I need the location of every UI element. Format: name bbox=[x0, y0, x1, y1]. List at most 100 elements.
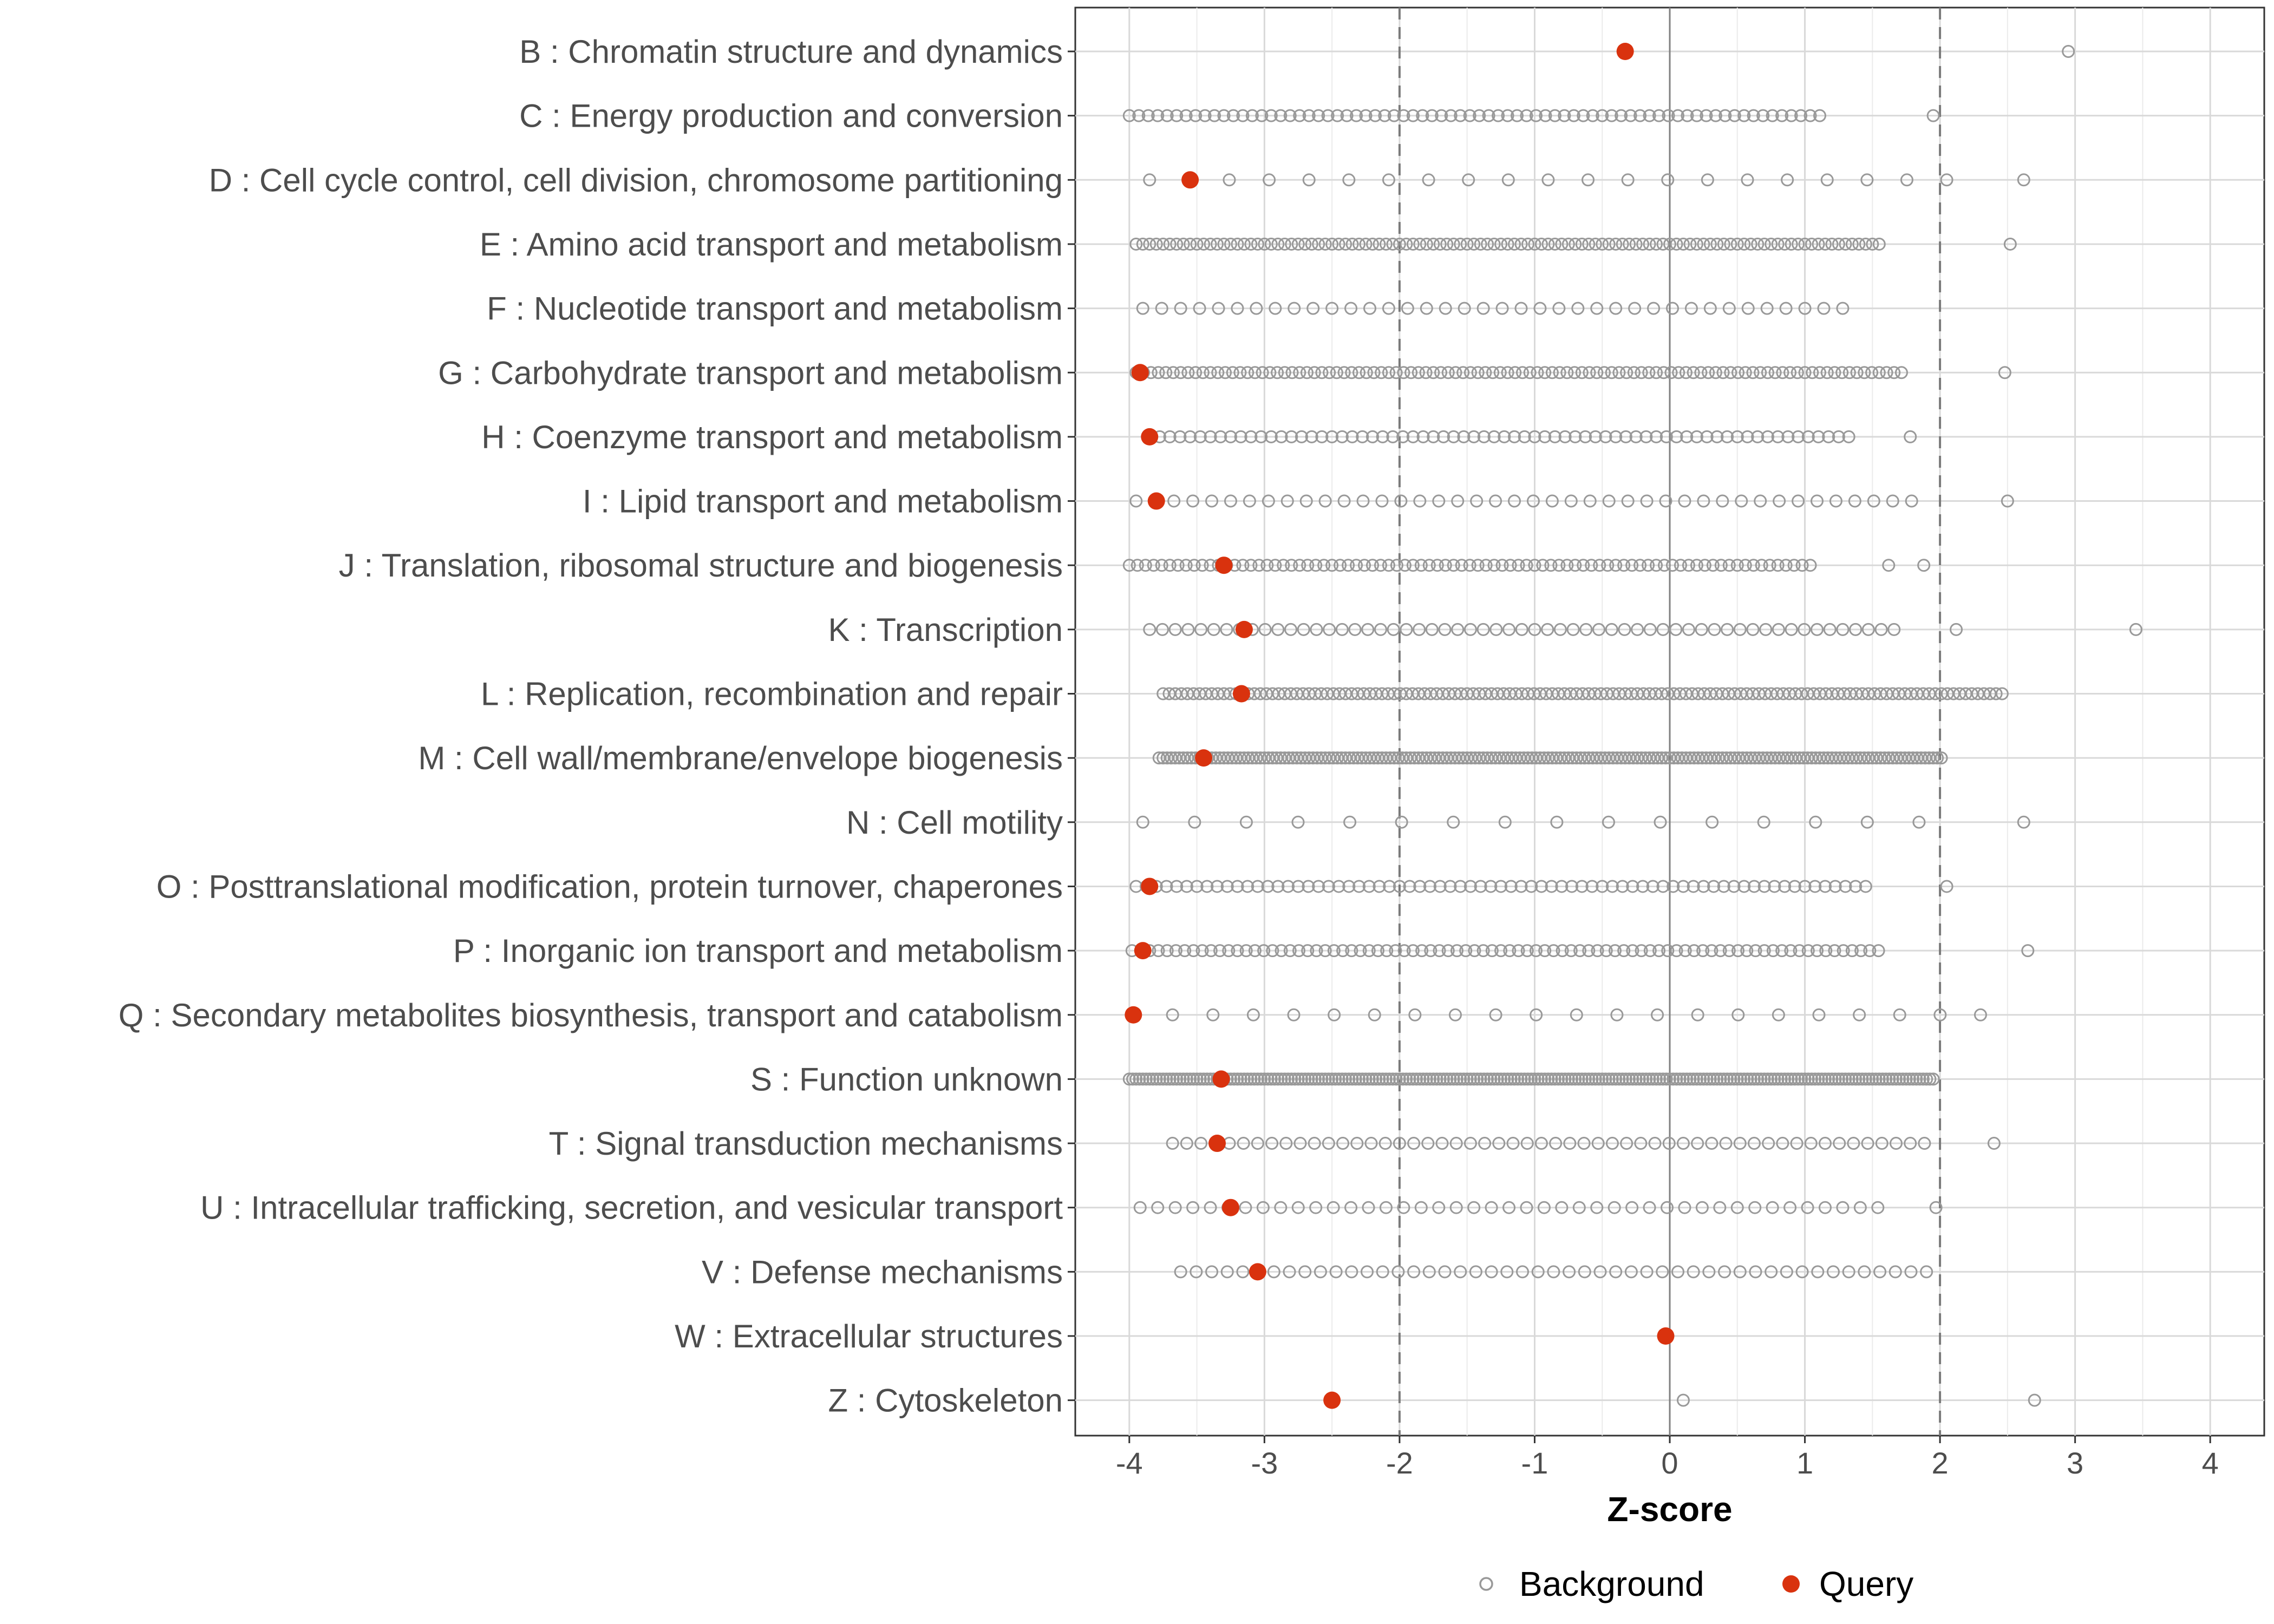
background-point bbox=[1702, 1265, 1716, 1279]
background-point bbox=[1284, 623, 1298, 636]
background-point bbox=[1650, 366, 1663, 379]
background-point bbox=[1352, 880, 1366, 893]
background-point bbox=[1406, 430, 1420, 443]
background-point bbox=[1545, 1072, 1558, 1086]
background-point bbox=[1169, 944, 1182, 958]
background-point bbox=[1323, 366, 1336, 379]
background-point bbox=[1439, 559, 1452, 572]
category-label: W : Extracellular structures bbox=[675, 1318, 1063, 1354]
background-point bbox=[1894, 366, 1908, 379]
background-point bbox=[1310, 944, 1323, 958]
background-point bbox=[1211, 366, 1225, 379]
background-point bbox=[1640, 1265, 1654, 1279]
background-point bbox=[1309, 559, 1323, 572]
background-point bbox=[1811, 494, 1824, 508]
background-point bbox=[1889, 1265, 1902, 1279]
background-point bbox=[1140, 1072, 1153, 1086]
background-point bbox=[1652, 944, 1666, 958]
background-point bbox=[1795, 1265, 1809, 1279]
background-point bbox=[1832, 1072, 1845, 1086]
background-point bbox=[1518, 1072, 1531, 1086]
background-point bbox=[1809, 815, 1822, 829]
background-point bbox=[1859, 1072, 1872, 1086]
background-point bbox=[1737, 1072, 1751, 1086]
background-point bbox=[1387, 109, 1401, 122]
background-point bbox=[1450, 1072, 1463, 1086]
background-point bbox=[1151, 109, 1165, 122]
background-point bbox=[1596, 1072, 1609, 1086]
background-point bbox=[1761, 430, 1774, 443]
background-point bbox=[1295, 1072, 1308, 1086]
query-point bbox=[1131, 364, 1149, 382]
background-point bbox=[1705, 1137, 1718, 1150]
background-point bbox=[1836, 1201, 1850, 1214]
background-point bbox=[1298, 1072, 1312, 1086]
background-point bbox=[1474, 237, 1487, 251]
background-point bbox=[1718, 1265, 1731, 1279]
x-tick-label: 2 bbox=[1932, 1446, 1949, 1480]
background-point bbox=[1501, 173, 1515, 187]
background-point bbox=[1415, 944, 1429, 958]
background-point bbox=[1487, 237, 1501, 251]
background-point bbox=[1722, 944, 1736, 958]
background-point bbox=[1433, 880, 1447, 893]
background-point bbox=[1887, 366, 1901, 379]
background-point bbox=[1455, 559, 1468, 572]
background-point bbox=[1899, 1072, 1913, 1086]
background-point bbox=[1747, 559, 1760, 572]
background-point bbox=[1404, 366, 1418, 379]
background-point bbox=[1223, 173, 1236, 187]
background-point bbox=[1420, 1072, 1433, 1086]
background-point bbox=[1589, 237, 1602, 251]
background-point bbox=[1858, 1265, 1871, 1279]
background-point bbox=[1231, 237, 1244, 251]
background-point bbox=[1301, 944, 1315, 958]
background-points bbox=[1122, 45, 2142, 1407]
x-axis-title: Z-score bbox=[1607, 1490, 1732, 1529]
background-point bbox=[1523, 366, 1537, 379]
background-point bbox=[1403, 1072, 1416, 1086]
category-label: Z : Cytoskeleton bbox=[828, 1383, 1063, 1419]
background-point bbox=[1416, 109, 1429, 122]
background-point bbox=[1214, 430, 1227, 443]
background-point bbox=[1849, 880, 1863, 893]
background-point bbox=[1828, 366, 1841, 379]
background-point bbox=[1853, 1008, 1866, 1021]
background-point bbox=[2017, 173, 2030, 187]
background-point bbox=[1413, 880, 1427, 893]
background-point bbox=[1727, 1072, 1741, 1086]
background-point bbox=[1356, 1072, 1369, 1086]
background-point bbox=[1205, 1265, 1219, 1279]
background-point bbox=[1330, 366, 1343, 379]
background-point bbox=[1665, 302, 1679, 315]
background-point bbox=[1501, 237, 1514, 251]
background-point bbox=[1836, 623, 1850, 636]
background-point bbox=[1329, 1072, 1342, 1086]
background-point bbox=[1295, 430, 1308, 443]
background-point bbox=[1189, 109, 1203, 122]
background-point bbox=[1266, 944, 1279, 958]
background-point bbox=[2003, 237, 2017, 251]
background-point bbox=[1444, 109, 1458, 122]
background-point bbox=[1241, 880, 1254, 893]
background-point bbox=[1396, 430, 1410, 443]
background-point bbox=[1386, 1072, 1400, 1086]
background-point bbox=[1421, 1137, 1435, 1150]
background-point bbox=[1501, 366, 1514, 379]
background-point bbox=[1278, 237, 1291, 251]
background-point bbox=[1550, 815, 1564, 829]
background-point bbox=[1706, 815, 1719, 829]
background-point bbox=[1670, 1072, 1683, 1086]
background-point bbox=[1710, 1072, 1724, 1086]
background-point bbox=[1288, 1072, 1302, 1086]
background-point bbox=[1741, 173, 1754, 187]
background-point bbox=[1534, 1137, 1548, 1150]
background-point bbox=[1609, 1072, 1623, 1086]
background-point bbox=[1744, 237, 1757, 251]
background-point bbox=[1845, 1072, 1859, 1086]
background-point bbox=[1337, 366, 1351, 379]
background-point bbox=[1327, 944, 1341, 958]
x-tick-label: -4 bbox=[1116, 1446, 1143, 1480]
background-point bbox=[1739, 366, 1752, 379]
query-point bbox=[1125, 1006, 1142, 1024]
